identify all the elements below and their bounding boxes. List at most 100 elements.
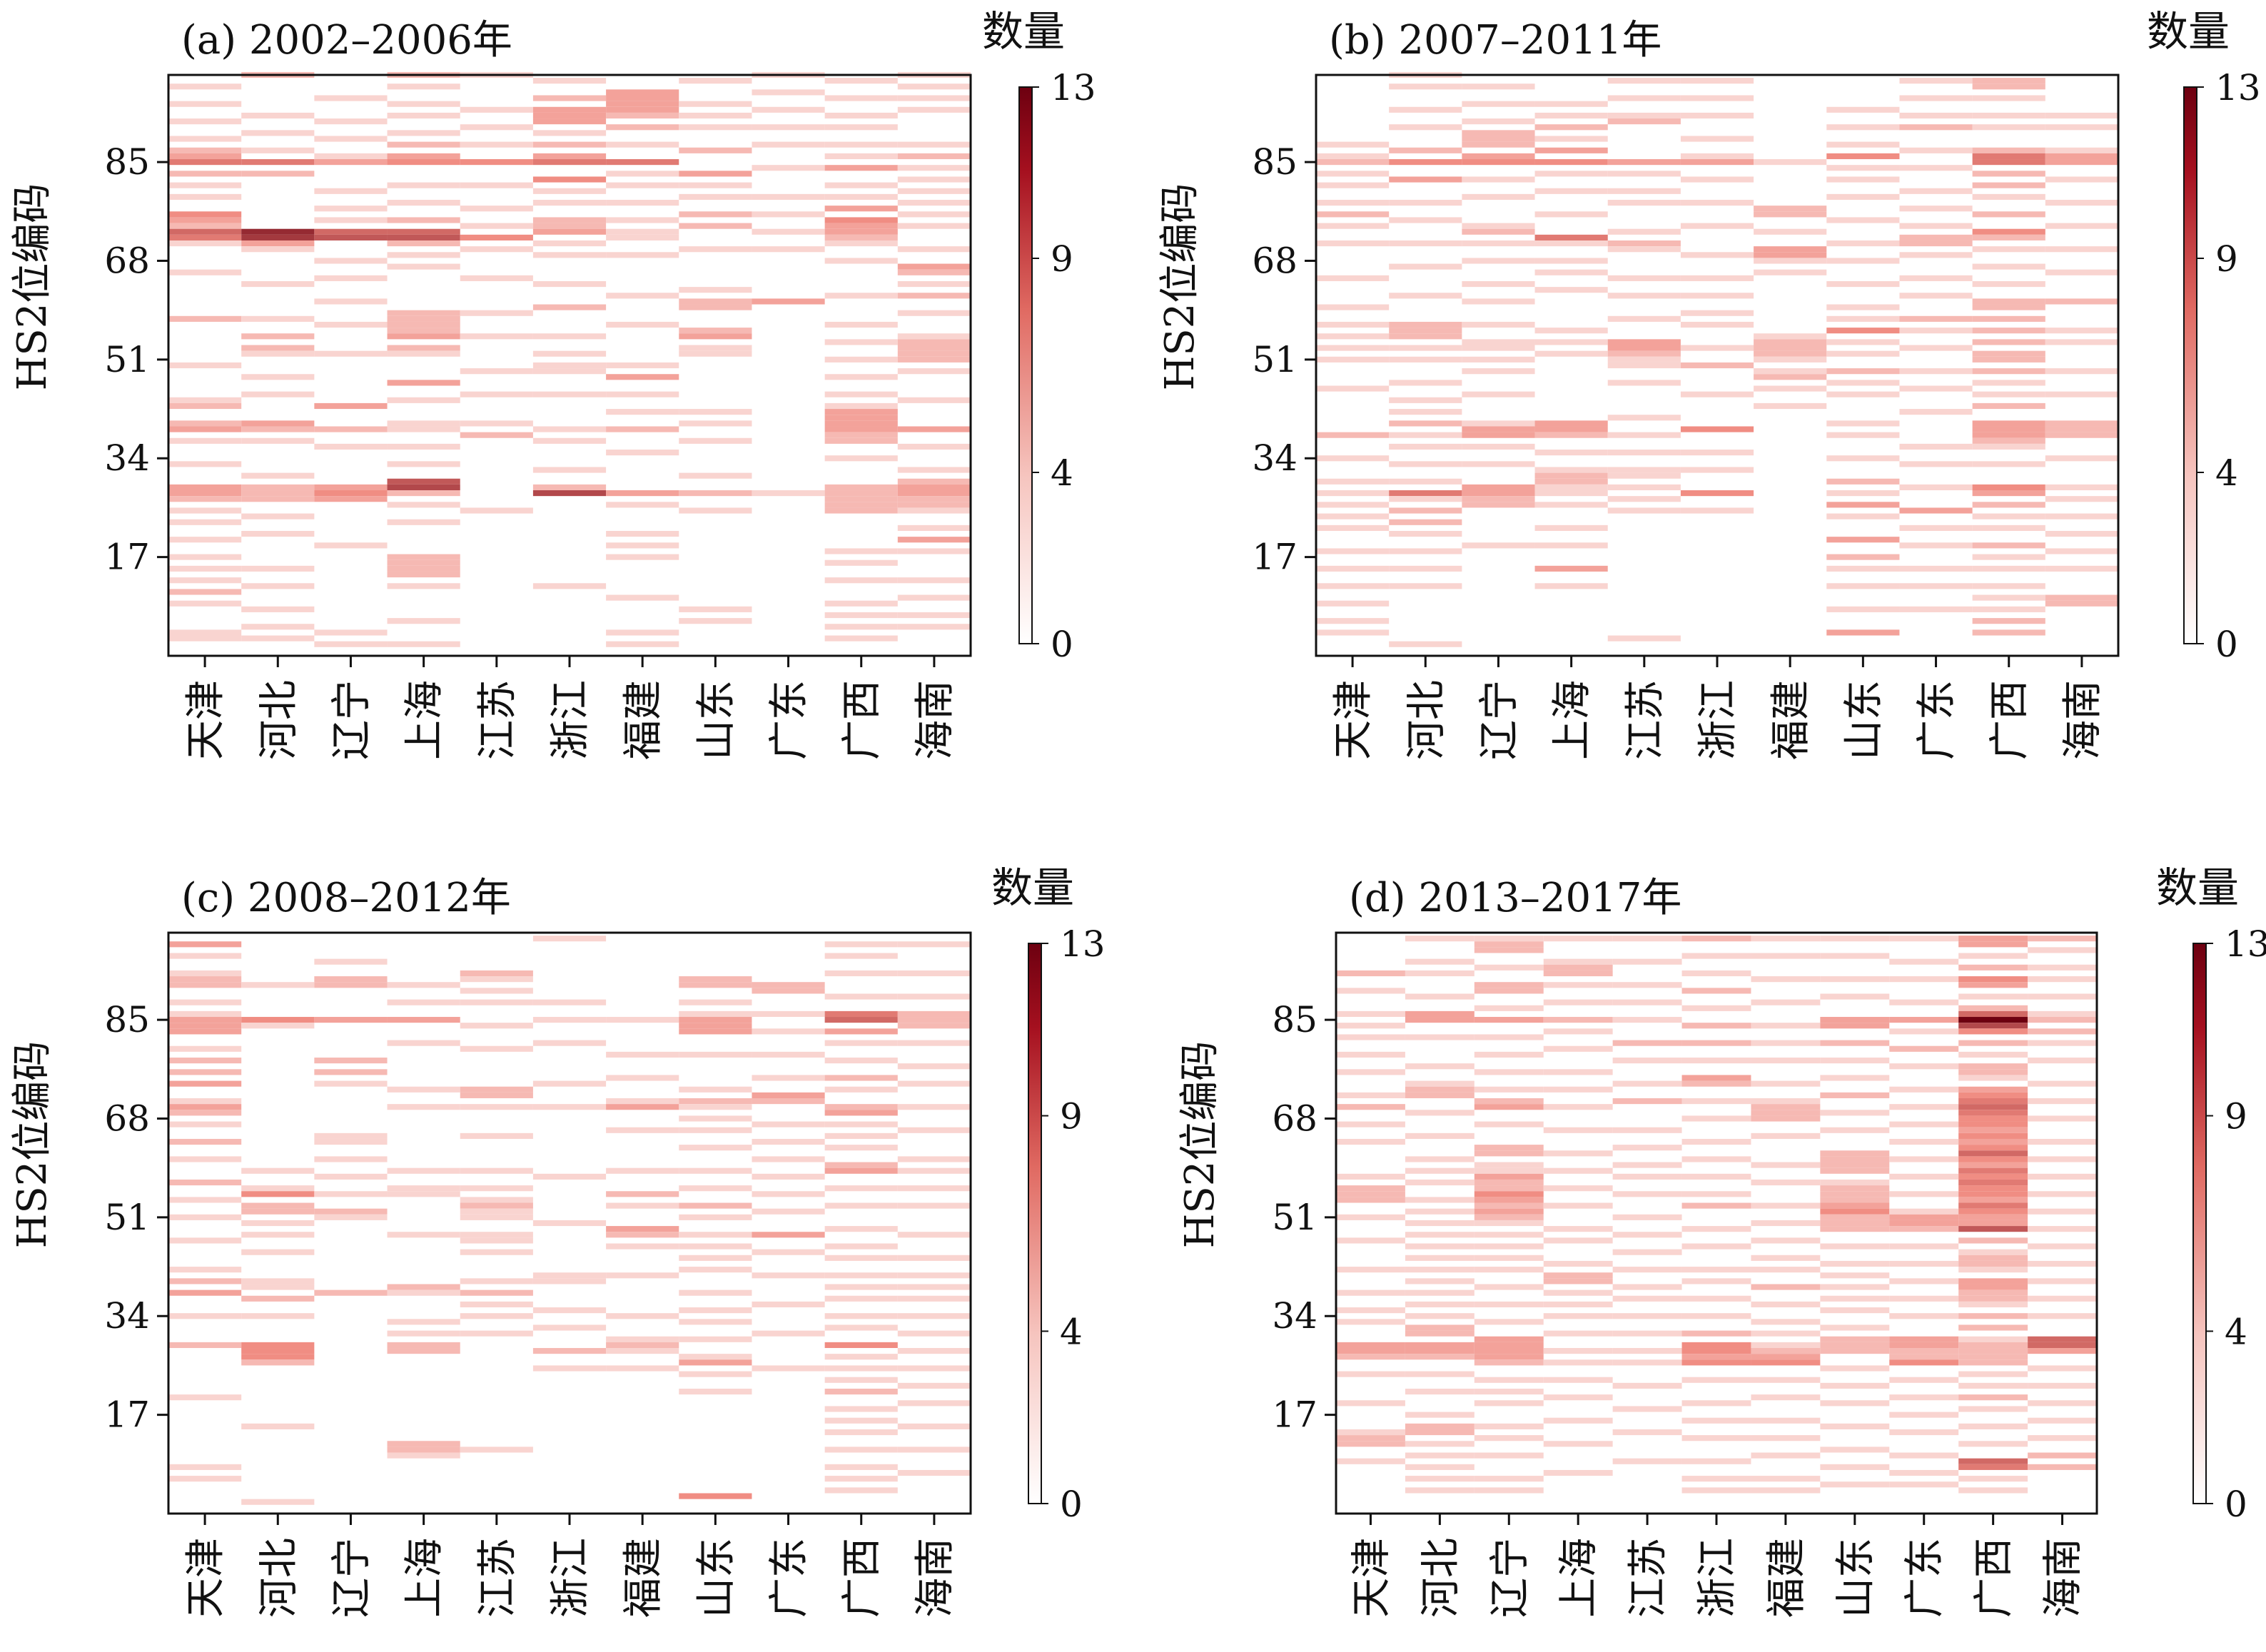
- heatmap-cell: [1474, 1098, 1544, 1105]
- heatmap-cell: [387, 420, 460, 427]
- heatmap-cell: [1972, 246, 2045, 253]
- heatmap-cell: [241, 530, 315, 537]
- heatmap-cell: [168, 1179, 242, 1186]
- heatmap-cell: [1405, 1086, 1475, 1093]
- heatmap-cell: [1543, 999, 1613, 1005]
- heatmap-cell: [824, 374, 898, 380]
- heatmap-cell: [168, 1197, 242, 1203]
- heatmap-cell: [1754, 333, 1827, 340]
- x-tick-label: 天津: [1330, 680, 1377, 760]
- heatmap-cell: [2028, 1243, 2097, 1250]
- heatmap-cell: [1612, 1098, 1682, 1105]
- heatmap-cell: [1751, 1110, 1821, 1116]
- heatmap-cell: [897, 502, 971, 508]
- heatmap-cell: [1316, 629, 1390, 636]
- heatmap-cell: [1612, 1382, 1682, 1389]
- heatmap-cell: [1462, 321, 1535, 328]
- x-tick-label: 海南: [2040, 1538, 2087, 1618]
- heatmap-cell: [314, 234, 388, 240]
- heatmap-cell: [168, 1476, 242, 1482]
- y-axis-label: HS2位编码: [9, 183, 56, 391]
- heatmap-cell: [168, 1017, 242, 1023]
- heatmap-cell: [824, 1464, 898, 1470]
- heatmap-cell: [1607, 415, 1681, 421]
- heatmap-cell: [2028, 1010, 2097, 1018]
- heatmap-cell: [1826, 513, 1900, 520]
- heatmap-cell: [824, 217, 898, 223]
- heatmap-cell: [1612, 1080, 1682, 1087]
- heatmap-cell: [1474, 1162, 1544, 1168]
- heatmap-cell: [1972, 153, 2045, 160]
- heatmap-cell: [1405, 1017, 1475, 1023]
- heatmap-cell: [1958, 1115, 2028, 1122]
- heatmap-cell: [168, 1010, 242, 1018]
- heatmap-cell: [387, 159, 460, 166]
- heatmap-cell: [1972, 606, 2045, 612]
- heatmap-cell: [1462, 368, 1535, 375]
- heatmap-cell: [897, 548, 971, 554]
- heatmap-cell: [387, 1167, 460, 1174]
- colorbar-title: 数量: [2156, 863, 2239, 912]
- heatmap-cell: [1462, 193, 1535, 201]
- heatmap-cell: [2028, 976, 2097, 983]
- heatmap-cell: [824, 559, 898, 566]
- heatmap-cell: [1681, 1191, 1751, 1197]
- heatmap-cell: [314, 95, 388, 101]
- heatmap-cell: [1681, 1359, 1751, 1366]
- heatmap-cell: [1820, 1017, 1890, 1023]
- heatmap-cell: [606, 391, 679, 397]
- heatmap-cell: [1958, 1208, 2028, 1215]
- heatmap-cell: [1889, 1121, 1959, 1127]
- heatmap-cell: [1972, 618, 2045, 624]
- x-tick-label: 山东: [693, 1538, 739, 1618]
- heatmap-cell: [1389, 176, 1462, 183]
- heatmap-cell: [1474, 1202, 1544, 1209]
- heatmap-cell: [1972, 356, 2045, 363]
- heatmap-cell: [824, 437, 898, 444]
- heatmap-cell: [1474, 1232, 1544, 1238]
- heatmap-cell: [168, 1110, 242, 1116]
- heatmap-cell: [314, 1289, 388, 1296]
- heatmap-cell: [1820, 1243, 1890, 1250]
- heatmap-cell: [168, 1313, 242, 1319]
- heatmap-cell: [897, 345, 971, 351]
- heatmap-cell: [1899, 252, 1973, 258]
- heatmap-cell: [1958, 1406, 2028, 1412]
- x-tick-label: 福建: [1768, 680, 1814, 760]
- heatmap-cell: [1820, 1197, 1890, 1203]
- heatmap-cell: [532, 95, 607, 101]
- heatmap-cell: [314, 976, 388, 983]
- heatmap-cell: [824, 1110, 898, 1116]
- heatmap-cell: [1826, 240, 1900, 247]
- heatmap-cell: [1543, 1069, 1613, 1075]
- heatmap-cell: [532, 1104, 607, 1110]
- heatmap-cell: [1754, 269, 1827, 275]
- heatmap-cell: [460, 1023, 533, 1029]
- heatmap-cell: [241, 1191, 315, 1197]
- heatmap-cell: [897, 83, 971, 90]
- y-tick-label: 34: [1272, 1295, 1317, 1337]
- x-tick-label: 辽宁: [1476, 680, 1522, 760]
- y-axis-label: HS2位编码: [1157, 183, 1203, 391]
- heatmap-cell: [1889, 1336, 1959, 1342]
- heatmap-cell: [314, 1017, 388, 1023]
- heatmap-cell: [1534, 101, 1608, 107]
- heatmap-cell: [387, 182, 460, 188]
- heatmap-cell: [1336, 1441, 1405, 1447]
- heatmap-cell: [241, 1220, 315, 1227]
- x-tick-label: 天津: [183, 680, 229, 760]
- heatmap-cell: [387, 345, 460, 351]
- heatmap-cell: [1958, 993, 2028, 1000]
- heatmap-cell: [1958, 1214, 2028, 1220]
- heatmap-cell: [824, 339, 898, 345]
- heatmap-cell: [1474, 1487, 1544, 1494]
- heatmap-cell: [1316, 240, 1390, 247]
- y-tick-label: 85: [104, 999, 150, 1040]
- heatmap-cell: [387, 1017, 460, 1023]
- heatmap-cell: [824, 624, 898, 630]
- heatmap-cell: [2028, 1313, 2097, 1319]
- heatmap-cell: [1389, 519, 1462, 525]
- heatmap-cell: [1899, 525, 1973, 531]
- y-tick-label: 85: [104, 141, 150, 183]
- heatmap-cell: [1972, 193, 2045, 201]
